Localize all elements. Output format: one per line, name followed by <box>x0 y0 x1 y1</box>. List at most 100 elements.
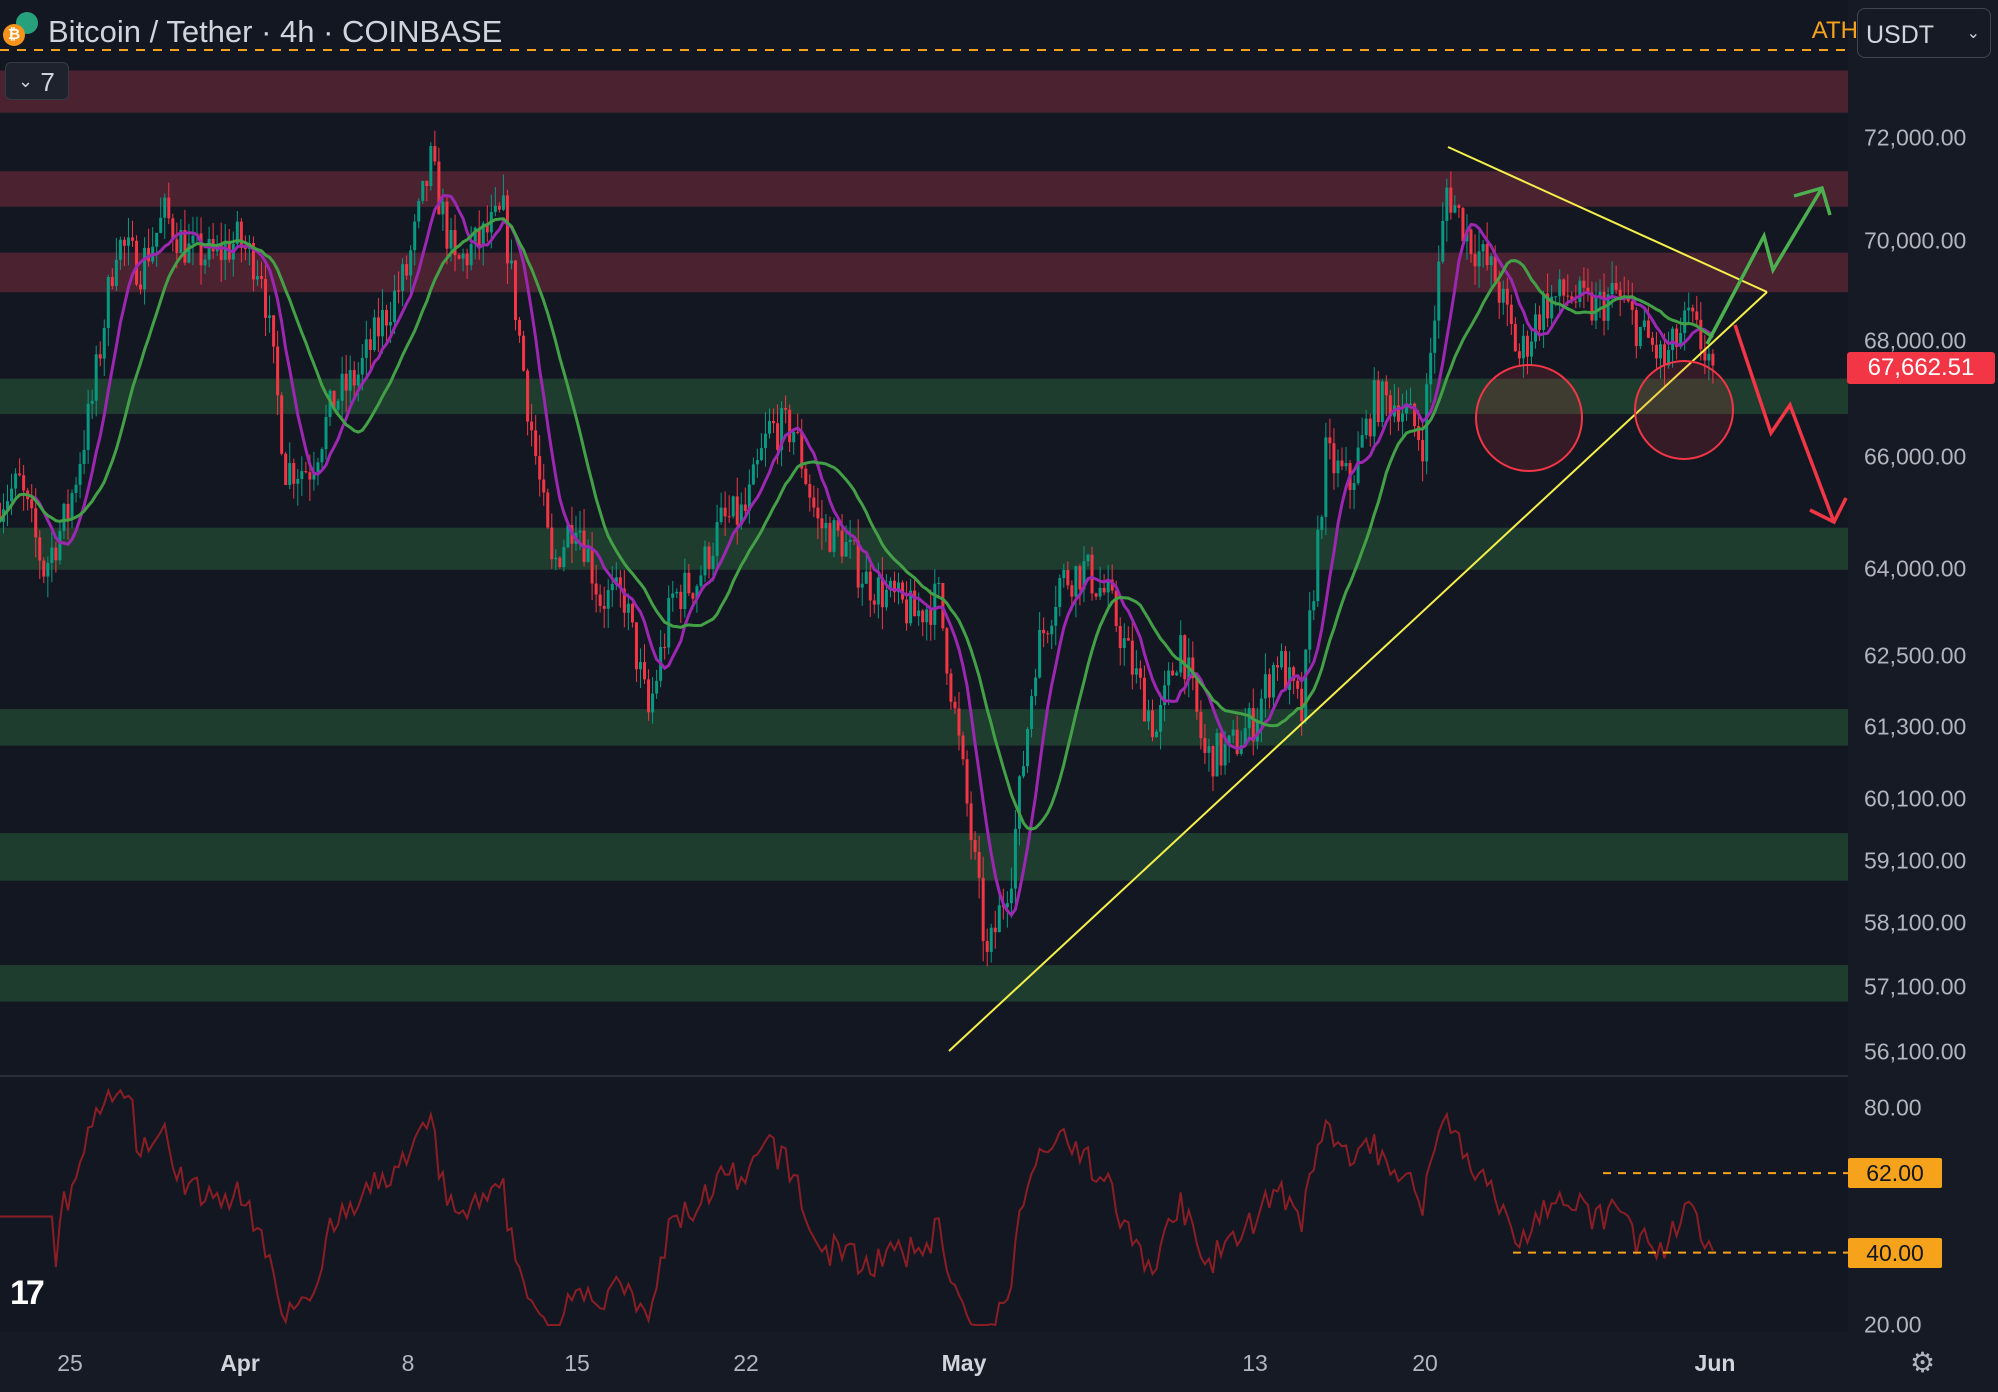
symbol-title[interactable]: Bitcoin / Tether · 4h · COINBASE <box>48 14 503 49</box>
candle-body <box>1477 251 1481 267</box>
indicators-collapse-button[interactable]: ⌄ 7 <box>5 62 69 100</box>
candle-body <box>1413 403 1417 427</box>
candle-body <box>1110 579 1114 591</box>
candle-body <box>820 518 824 529</box>
candle-body <box>687 572 691 594</box>
candle-body <box>191 235 195 244</box>
candle-body <box>155 232 159 247</box>
candle-body <box>933 583 937 625</box>
ascending-trendline <box>948 291 1768 1052</box>
candle-body <box>981 877 985 941</box>
candle-body <box>316 462 320 473</box>
current-price-label: 67,662.51 <box>1847 352 1995 384</box>
bearish-arrow <box>1733 324 1848 525</box>
candle-body <box>1050 625 1054 635</box>
candle-body <box>1034 677 1038 697</box>
currency-select[interactable]: USDT ⌄ <box>1857 8 1991 58</box>
candle-body <box>449 230 453 249</box>
candle-body <box>622 588 626 613</box>
candle-body <box>409 250 413 276</box>
chevron-down-icon: ⌄ <box>18 71 34 91</box>
candle-body <box>1013 828 1017 889</box>
candle-body <box>989 927 993 952</box>
candle-body <box>1481 244 1485 252</box>
candle-body <box>788 409 792 443</box>
candle-body <box>384 309 388 326</box>
candle-body <box>1070 585 1074 597</box>
candle-body <box>453 230 457 256</box>
candle-body <box>796 431 800 433</box>
candle-body <box>634 622 638 670</box>
candle-body <box>1598 291 1602 297</box>
candle-body <box>832 520 836 552</box>
candle-body <box>917 610 921 617</box>
settings-gear-icon[interactable]: ⚙ <box>1910 1347 1936 1378</box>
candle-body <box>1344 463 1348 467</box>
candle-body <box>296 478 300 484</box>
price-tick-label: 61,300.00 <box>1864 713 1967 740</box>
candle-body <box>1251 708 1255 742</box>
candle-body <box>1292 667 1296 681</box>
candle-body <box>62 503 66 531</box>
candle-body <box>465 253 469 266</box>
candle-body <box>1445 187 1449 221</box>
candle-body <box>457 255 461 259</box>
candle-body <box>598 594 602 606</box>
candle-body <box>509 260 513 264</box>
candle-body <box>691 593 695 599</box>
candle-body <box>1142 677 1146 722</box>
candle-body <box>1114 590 1118 627</box>
candle-body <box>1094 593 1098 597</box>
candle-body <box>884 589 888 608</box>
candle-body <box>638 662 642 670</box>
candle-body <box>735 496 739 525</box>
candle-body <box>840 530 844 557</box>
candle-body <box>763 433 767 449</box>
candle-body <box>530 421 534 431</box>
candle-body <box>937 582 941 584</box>
candle-body <box>1703 349 1707 361</box>
candle-body <box>1417 426 1421 440</box>
candle-body <box>425 180 429 187</box>
candle-body <box>1521 335 1525 359</box>
candle-body <box>1239 745 1243 754</box>
candle-body <box>747 484 751 511</box>
candle-body <box>344 373 348 391</box>
time-tick-label: 20 <box>1412 1350 1438 1376</box>
candle-body <box>558 557 562 568</box>
candle-body <box>260 276 264 280</box>
candle-body <box>1663 344 1667 366</box>
candle-body <box>1437 261 1441 321</box>
candle-body <box>1191 657 1195 679</box>
time-tick-label: 13 <box>1242 1350 1268 1376</box>
candle-body <box>126 237 130 246</box>
candle-body <box>679 591 683 610</box>
candle-body <box>1376 380 1380 422</box>
candle-body <box>1167 670 1171 686</box>
candle-body <box>655 680 659 694</box>
candle-body <box>469 244 473 266</box>
resistance-zone <box>0 171 1848 207</box>
candle-body <box>1179 635 1183 673</box>
candle-body <box>711 555 715 569</box>
candle-body <box>929 609 933 625</box>
candle-body <box>739 504 743 525</box>
candle-body <box>207 239 211 260</box>
candle-body <box>671 593 675 598</box>
candle-body <box>1352 483 1356 490</box>
indicator-count: 7 <box>40 67 55 97</box>
candle-body <box>1699 319 1703 350</box>
price-tick-label: 57,100.00 <box>1864 973 1967 1000</box>
price-tick-label: 56,100.00 <box>1864 1038 1967 1065</box>
candle-body <box>1151 710 1155 738</box>
tradingview-logo[interactable]: 17 <box>10 1274 45 1312</box>
candle-body <box>66 503 70 520</box>
candle-body <box>118 239 122 260</box>
candle-body <box>308 472 312 480</box>
candle-body <box>1400 413 1404 422</box>
support-zone <box>0 965 1848 1002</box>
candle-body <box>493 205 497 212</box>
candle-body <box>50 547 54 563</box>
candle-body <box>626 603 630 613</box>
